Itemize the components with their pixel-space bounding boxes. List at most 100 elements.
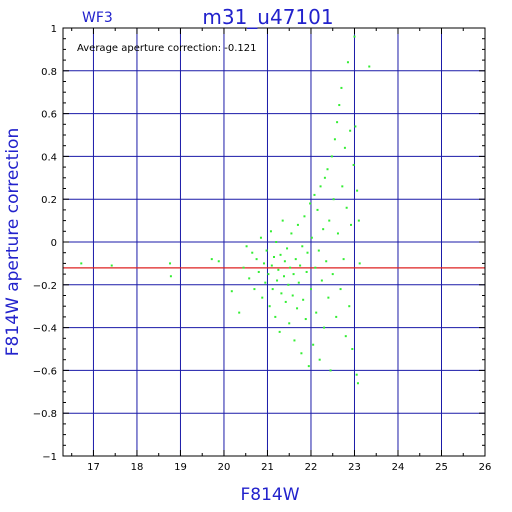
data-point	[274, 315, 277, 318]
data-point	[270, 264, 273, 267]
data-point	[289, 266, 292, 269]
data-point	[169, 275, 172, 278]
data-point	[338, 104, 341, 107]
x-tick-label: 22	[305, 462, 318, 473]
y-tick-label: 0	[51, 238, 57, 249]
y-tick-label: 1	[51, 24, 57, 35]
data-point	[80, 262, 83, 265]
data-point	[245, 245, 248, 248]
data-point	[275, 241, 278, 243]
data-point	[310, 236, 313, 239]
data-point	[326, 168, 329, 171]
data-point	[343, 146, 346, 149]
data-point	[330, 155, 333, 158]
data-point	[340, 86, 343, 89]
data-point	[238, 311, 241, 314]
y-tick-label: −0.8	[33, 409, 57, 420]
data-point	[328, 219, 331, 222]
chart-title: m31_u47101	[202, 5, 333, 29]
data-point	[351, 348, 354, 350]
data-point	[339, 288, 342, 291]
data-point	[273, 255, 275, 258]
data-point	[217, 260, 220, 263]
x-tick-label: 26	[479, 462, 492, 473]
grid-lines	[63, 28, 485, 456]
data-point	[336, 232, 339, 235]
data-point	[288, 322, 291, 325]
data-point	[322, 228, 325, 231]
data-point	[319, 185, 322, 188]
data-point	[356, 189, 359, 192]
data-point	[315, 311, 318, 314]
data-point	[255, 258, 258, 261]
x-tick-label: 19	[174, 462, 187, 473]
x-tick-label: 20	[218, 462, 231, 473]
data-point	[368, 65, 371, 68]
x-tick-label: 17	[87, 462, 100, 473]
data-point	[309, 202, 312, 205]
data-point	[281, 219, 284, 222]
data-point	[248, 277, 251, 280]
data-point	[251, 251, 254, 254]
x-tick-label: 24	[392, 462, 405, 473]
data-point	[267, 273, 270, 276]
data-point	[297, 281, 300, 284]
data-point	[354, 125, 357, 128]
data-point	[261, 296, 264, 299]
data-point	[283, 275, 286, 278]
data-point	[271, 288, 274, 291]
data-point	[277, 268, 280, 271]
data-point	[276, 279, 279, 282]
data-point	[279, 253, 282, 256]
data-point	[353, 35, 356, 38]
data-point	[357, 219, 360, 222]
data-point	[284, 300, 287, 303]
data-points	[80, 35, 371, 385]
data-point	[307, 365, 310, 368]
data-point	[278, 330, 281, 333]
data-point	[290, 232, 293, 235]
data-point	[259, 236, 262, 239]
data-point	[296, 307, 299, 310]
data-point	[169, 262, 172, 265]
data-point	[292, 273, 295, 276]
data-point	[344, 335, 347, 338]
y-axis-title: F814W aperture correction	[3, 128, 23, 356]
data-point	[336, 121, 339, 124]
data-point	[314, 266, 317, 269]
data-point	[316, 208, 319, 211]
data-point	[253, 288, 256, 291]
data-point	[327, 296, 330, 299]
data-point	[286, 247, 289, 250]
data-point	[329, 369, 332, 372]
data-point	[332, 198, 335, 201]
data-point	[342, 258, 345, 261]
y-tick-label: 0.2	[41, 195, 57, 206]
data-point	[323, 176, 326, 179]
data-point	[345, 206, 348, 209]
y-tick-label: −1	[42, 452, 57, 463]
x-tick-label: 25	[435, 462, 448, 473]
data-point	[110, 264, 113, 267]
data-point	[348, 305, 351, 308]
data-point	[352, 163, 355, 166]
data-point	[325, 260, 328, 263]
data-point	[320, 279, 323, 282]
data-point	[296, 223, 299, 226]
panel-label: WF3	[82, 10, 113, 26]
data-point	[358, 262, 361, 265]
y-tick-label: −0.6	[33, 366, 57, 377]
data-point	[299, 264, 302, 267]
data-point	[264, 281, 267, 284]
data-point	[309, 288, 312, 291]
data-point	[291, 294, 294, 297]
data-point	[294, 258, 297, 261]
data-point	[333, 138, 336, 141]
data-point	[257, 270, 260, 273]
data-point	[262, 262, 265, 265]
data-point	[317, 249, 320, 252]
y-tick-label: 0.4	[41, 152, 57, 163]
x-axis-title: F814W	[240, 485, 299, 505]
data-point	[301, 245, 304, 248]
